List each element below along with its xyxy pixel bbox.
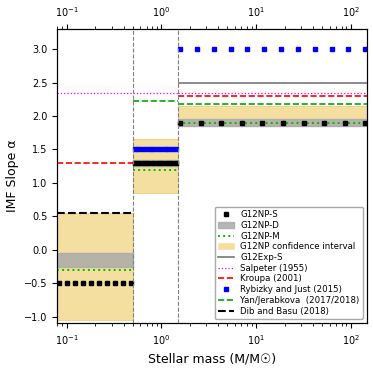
Y-axis label: IMF Slope α: IMF Slope α: [6, 140, 19, 213]
Legend: G12NP-S, G12NP-D, G12NP-M, G12NP confidence interval, G12Exp-S, Salpeter (1955),: G12NP-S, G12NP-D, G12NP-M, G12NP confide…: [214, 207, 363, 319]
X-axis label: Stellar mass (M/M☉): Stellar mass (M/M☉): [148, 352, 276, 365]
